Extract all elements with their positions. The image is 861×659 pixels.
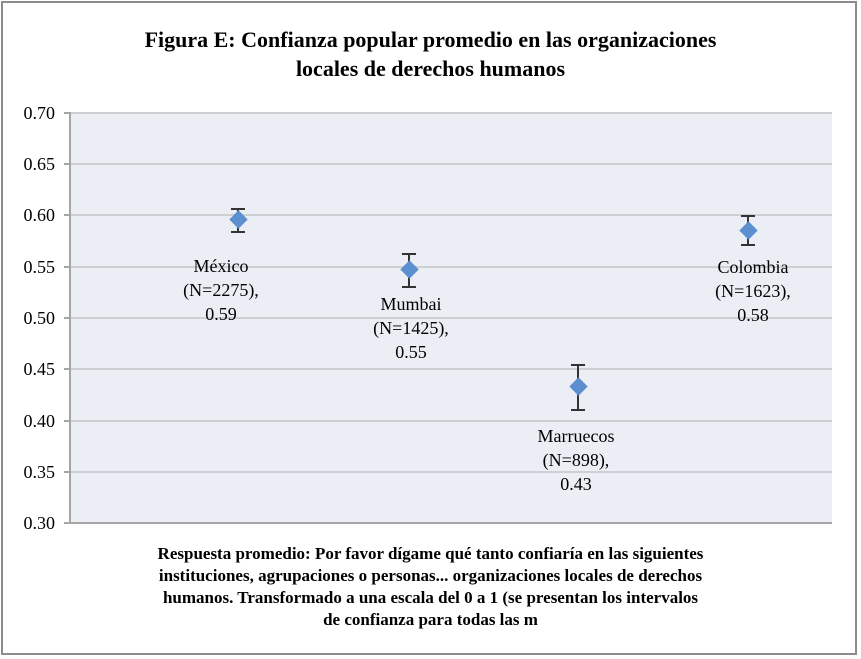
error-bar-cap	[571, 409, 585, 411]
gridline	[70, 420, 832, 422]
caption-line-1: Respuesta promedio: Por favor dígame qué…	[157, 544, 704, 563]
error-bar-cap	[402, 253, 416, 255]
data-label-value: 0.59	[205, 304, 237, 324]
y-tick	[64, 266, 70, 268]
gridline	[70, 163, 832, 165]
chart-title-line-2: locales de derechos humanos	[295, 56, 566, 81]
error-bar-cap	[402, 286, 416, 288]
y-axis	[69, 112, 71, 524]
data-label-n: (N=1623),	[715, 281, 791, 301]
gridline	[70, 112, 832, 114]
y-tick-label: 0.40	[23, 411, 56, 431]
y-tick-label: 0.70	[23, 103, 56, 123]
error-bar-cap	[231, 208, 245, 210]
data-label-value: 0.55	[395, 342, 427, 362]
y-tick	[64, 368, 70, 370]
data-label-name: Colombia	[717, 257, 789, 277]
data-label-value: 0.58	[737, 305, 769, 325]
data-label-name: México	[193, 256, 249, 276]
x-axis	[64, 522, 832, 524]
error-bar-cap	[741, 244, 755, 246]
gridline	[70, 266, 832, 268]
data-label: Marruecos (N=898), 0.43	[506, 424, 646, 496]
y-tick-label: 0.65	[23, 154, 56, 174]
data-label: Colombia (N=1623), 0.58	[683, 255, 823, 327]
error-bar-cap	[231, 231, 245, 233]
chart-title: Figura E: Confianza popular promedio en …	[0, 25, 861, 83]
caption-line-3: humanos. Transformado a una escala del 0…	[162, 588, 699, 607]
y-tick	[64, 471, 70, 473]
y-tick	[64, 112, 70, 114]
data-label: México (N=2275), 0.59	[151, 254, 291, 326]
data-label-name: Mumbai	[380, 294, 442, 314]
y-tick	[64, 163, 70, 165]
chart-title-line-1: Figura E: Confianza popular promedio en …	[144, 27, 717, 52]
data-label-n: (N=898),	[542, 450, 610, 470]
chart-caption: Respuesta promedio: Por favor dígame qué…	[0, 543, 861, 631]
y-tick	[64, 317, 70, 319]
y-tick	[64, 214, 70, 216]
gridline	[70, 368, 832, 370]
data-label: Mumbai (N=1425), 0.55	[341, 292, 481, 364]
gridline	[70, 214, 832, 216]
caption-line-2: instituciones, agrupaciones o personas..…	[158, 566, 703, 585]
plot-area	[70, 112, 832, 523]
caption-line-4: de confianza para todas las m	[323, 610, 538, 629]
gridline	[70, 317, 832, 319]
y-tick-label: 0.45	[23, 359, 56, 379]
y-tick-label: 0.35	[23, 462, 56, 482]
data-label-n: (N=2275),	[183, 280, 259, 300]
y-tick-label: 0.50	[23, 308, 56, 328]
error-bar-cap	[741, 215, 755, 217]
y-tick	[64, 420, 70, 422]
data-label-n: (N=1425),	[373, 318, 449, 338]
y-tick-label: 0.60	[23, 205, 56, 225]
y-tick-label: 0.30	[23, 513, 56, 533]
error-bar-cap	[571, 364, 585, 366]
gridline	[70, 471, 832, 473]
data-label-name: Marruecos	[537, 426, 615, 446]
data-label-value: 0.43	[560, 474, 592, 494]
y-tick-label: 0.55	[23, 257, 56, 277]
